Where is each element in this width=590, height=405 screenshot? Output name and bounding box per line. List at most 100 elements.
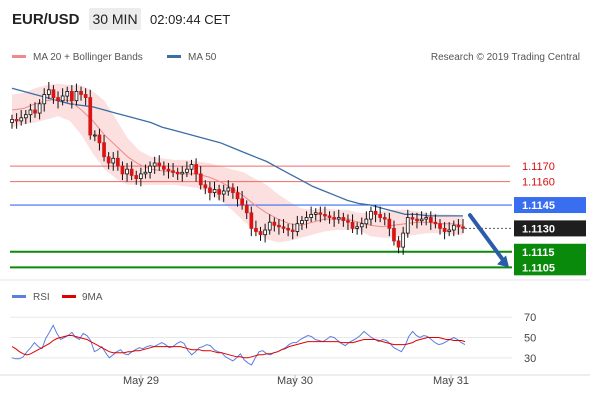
candle-up bbox=[152, 162, 157, 167]
support-label: 1.1115 bbox=[522, 247, 554, 259]
rsi-lines bbox=[11, 324, 466, 366]
candle-up bbox=[37, 103, 42, 114]
candle-down bbox=[461, 226, 465, 229]
candle-up bbox=[447, 229, 452, 233]
rsi-legend: RSI 9MA bbox=[12, 292, 103, 303]
candle-down bbox=[258, 231, 263, 235]
candle-down bbox=[456, 224, 461, 228]
candle-down bbox=[378, 213, 383, 218]
forecast-arrow-shaft bbox=[468, 213, 506, 264]
candle-down bbox=[396, 240, 401, 248]
interval-button[interactable] bbox=[89, 8, 141, 30]
candle-down bbox=[83, 94, 88, 98]
candle-down bbox=[231, 187, 235, 193]
symbol-label: EUR/USD bbox=[12, 11, 80, 28]
candle-down bbox=[88, 97, 93, 136]
candle-up bbox=[300, 220, 304, 225]
candle-up bbox=[180, 171, 185, 175]
legend-label-rsi: RSI bbox=[33, 292, 50, 303]
candle-down bbox=[318, 212, 323, 215]
candle-down bbox=[438, 223, 442, 229]
candle-down bbox=[428, 217, 433, 223]
candle-up bbox=[309, 213, 314, 218]
candle-up bbox=[263, 229, 268, 236]
candle-up bbox=[221, 190, 226, 195]
candle-up bbox=[267, 221, 272, 231]
candle-down bbox=[208, 187, 212, 193]
candle-down bbox=[373, 210, 378, 215]
candle-up bbox=[189, 164, 194, 170]
candle-up bbox=[93, 134, 97, 137]
candle-down bbox=[194, 164, 198, 175]
support-label: 1.1105 bbox=[522, 262, 555, 274]
candle-down bbox=[106, 156, 111, 164]
candle-down bbox=[161, 165, 166, 170]
legend-swatch-ma50 bbox=[167, 55, 181, 58]
candle-down bbox=[51, 89, 56, 99]
price-levels bbox=[10, 165, 512, 269]
candle-up bbox=[313, 212, 318, 215]
candle-down bbox=[341, 217, 346, 221]
candle-up bbox=[226, 187, 231, 192]
candle-down bbox=[235, 192, 240, 200]
candle-up bbox=[405, 217, 410, 234]
legend-swatch-9ma bbox=[62, 295, 76, 298]
candle-down bbox=[350, 221, 355, 229]
candle-up bbox=[359, 223, 364, 228]
header: EUR/USD 30 MIN 02:09:44 CET bbox=[12, 8, 230, 30]
candle-up bbox=[295, 223, 300, 232]
candle-up bbox=[19, 117, 24, 122]
candle-down bbox=[134, 175, 139, 179]
candle-down bbox=[392, 227, 396, 242]
candle-down bbox=[217, 189, 221, 195]
candle-up bbox=[451, 224, 456, 231]
candle-down bbox=[272, 221, 277, 226]
x-tick-label: May 31 bbox=[433, 375, 469, 387]
candle-down bbox=[415, 218, 419, 222]
last-price-label: 1.1130 bbox=[522, 223, 555, 235]
candle-down bbox=[387, 218, 392, 229]
candle-up bbox=[47, 89, 51, 95]
pivot-label: 1.1145 bbox=[522, 200, 555, 212]
candle-down bbox=[102, 142, 106, 158]
forecast-arrow bbox=[468, 213, 509, 268]
credit-label: Research © 2019 Trading Central bbox=[431, 52, 580, 63]
candle-down bbox=[290, 229, 295, 233]
candle-up bbox=[336, 217, 341, 220]
candle-up bbox=[10, 119, 14, 123]
price-axis-labels: 1.1170 1.1160 1.1145 1.1130 1.1115 1.1105 bbox=[514, 161, 586, 276]
candle-up bbox=[125, 168, 129, 175]
candle-up bbox=[424, 217, 429, 220]
candle-up bbox=[304, 217, 309, 221]
ma50-line bbox=[11, 87, 463, 217]
resistance-label: 1.1170 bbox=[522, 161, 555, 173]
candle-down bbox=[346, 220, 350, 223]
candle-up bbox=[185, 168, 189, 173]
candle-up bbox=[364, 218, 369, 225]
candle-down bbox=[97, 134, 102, 144]
candle-down bbox=[244, 204, 249, 214]
time-label: 02:09:44 CET bbox=[150, 12, 230, 27]
candle-up bbox=[212, 189, 217, 193]
candle-down bbox=[203, 184, 208, 189]
candle-up bbox=[138, 173, 143, 179]
rsi-tick-label: 70 bbox=[524, 312, 536, 324]
candle-down bbox=[323, 213, 327, 217]
bollinger-band-fill bbox=[12, 83, 463, 243]
bollinger-bands bbox=[12, 83, 463, 243]
candle-up bbox=[355, 226, 360, 229]
candlesticks bbox=[10, 82, 465, 255]
resistance-label: 1.1160 bbox=[522, 177, 555, 189]
candle-up bbox=[401, 232, 406, 248]
pivot-label-box bbox=[514, 197, 586, 214]
candle-down bbox=[410, 217, 415, 220]
candle-down bbox=[198, 173, 203, 186]
candle-up bbox=[143, 171, 148, 175]
candle-down bbox=[33, 109, 37, 114]
x-tick-label: May 30 bbox=[277, 375, 313, 387]
candle-down bbox=[433, 221, 438, 225]
rsi-tick-label: 50 bbox=[524, 333, 536, 345]
candle-down bbox=[120, 165, 125, 175]
candle-down bbox=[286, 227, 291, 231]
